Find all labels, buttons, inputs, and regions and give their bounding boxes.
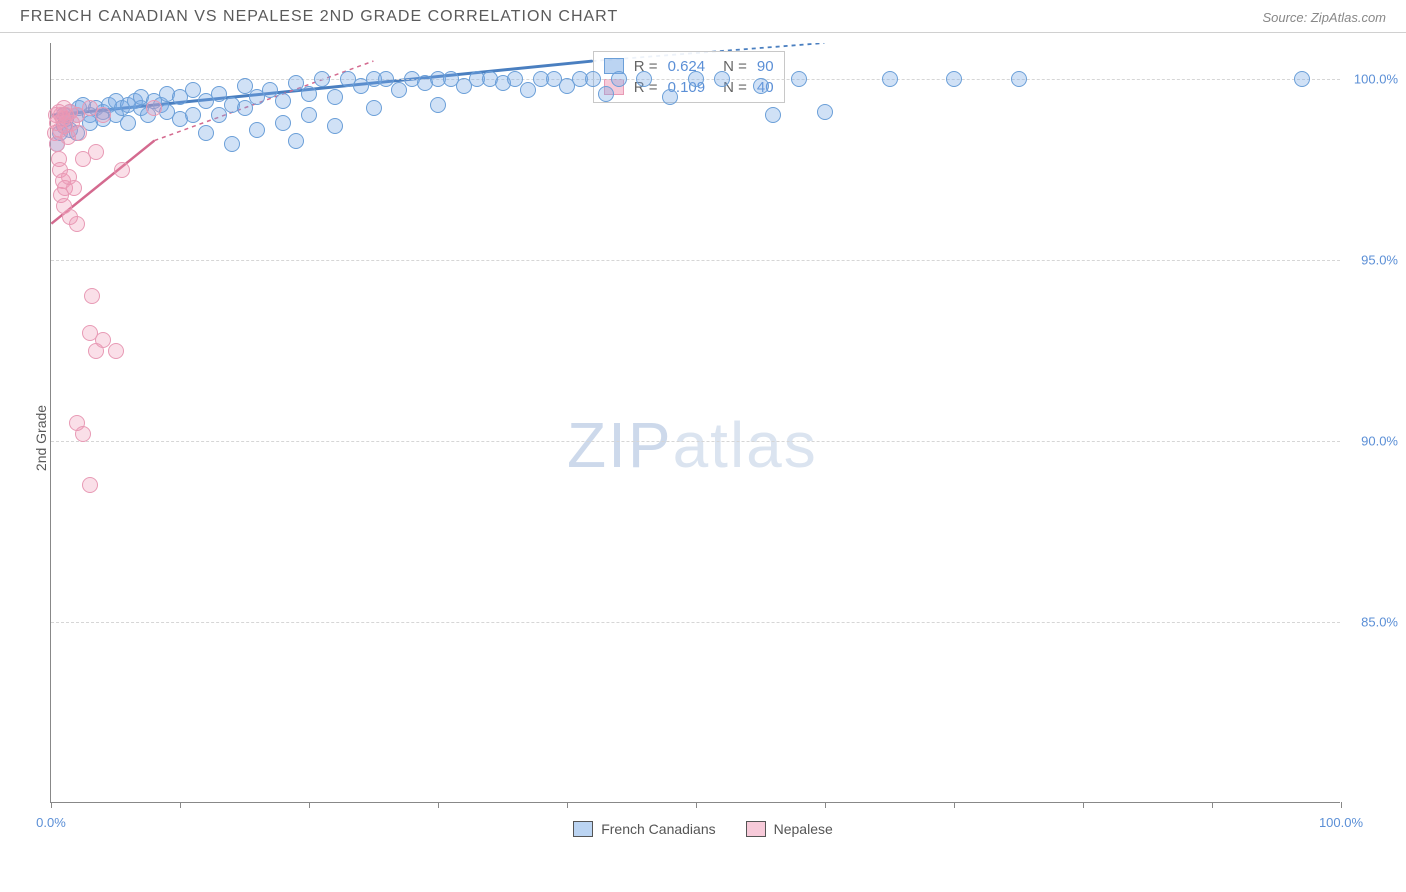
data-point [714,71,730,87]
data-point [1011,71,1027,87]
data-point [288,133,304,149]
data-point [1294,71,1310,87]
data-point [753,78,769,94]
x-tick [567,802,568,808]
legend-item: French Canadians [573,821,715,837]
data-point [66,180,82,196]
legend-item: Nepalese [746,821,833,837]
data-point [585,71,601,87]
legend-label: Nepalese [774,821,833,837]
x-tick [696,802,697,808]
data-point [598,86,614,102]
data-point [791,71,807,87]
data-point [224,136,240,152]
legend-label: French Canadians [601,821,715,837]
x-tick [1341,802,1342,808]
data-point [198,125,214,141]
data-point [95,107,111,123]
data-point [391,82,407,98]
data-point [314,71,330,87]
gridline [51,441,1340,442]
stat-value-n: 90 [757,58,774,75]
y-tick-label: 90.0% [1346,434,1398,449]
data-point [249,122,265,138]
x-tick [438,802,439,808]
data-point [88,144,104,160]
data-point [108,343,124,359]
chart-title: FRENCH CANADIAN VS NEPALESE 2ND GRADE CO… [20,8,618,26]
data-point [84,288,100,304]
data-point [327,118,343,134]
data-point [185,107,201,123]
data-point [688,71,704,87]
x-tick [180,802,181,808]
watermark-light: atlas [673,409,818,481]
data-point [301,86,317,102]
data-point [611,71,627,87]
source-attribution: Source: ZipAtlas.com [1262,10,1386,25]
data-point [275,115,291,131]
trend-lines [51,43,1340,802]
data-point [75,426,91,442]
x-tick [309,802,310,808]
y-tick-label: 95.0% [1346,253,1398,268]
data-point [817,104,833,120]
data-point [520,82,536,98]
x-tick [825,802,826,808]
x-tick [1212,802,1213,808]
data-point [237,100,253,116]
y-axis-label: 2nd Grade [33,405,49,471]
gridline [51,260,1340,261]
data-point [765,107,781,123]
data-point [301,107,317,123]
watermark-bold: ZIP [567,409,673,481]
data-point [71,125,87,141]
legend-swatch [746,821,766,837]
data-point [366,100,382,116]
data-point [146,100,162,116]
data-point [69,216,85,232]
data-point [211,107,227,123]
chart-container: 2nd Grade ZIPatlas R =0.624 N =90R =0.10… [0,33,1406,843]
y-tick-label: 85.0% [1346,615,1398,630]
x-tick [954,802,955,808]
data-point [882,71,898,87]
chart-legend: French Canadians Nepalese [0,821,1406,837]
plot-area: ZIPatlas R =0.624 N =90R =0.109 N =40 85… [50,43,1340,803]
x-tick [51,802,52,808]
data-point [327,89,343,105]
y-tick-label: 100.0% [1346,72,1398,87]
data-point [946,71,962,87]
data-point [430,97,446,113]
data-point [82,477,98,493]
watermark: ZIPatlas [567,408,818,482]
legend-swatch [573,821,593,837]
x-tick [1083,802,1084,808]
gridline [51,622,1340,623]
data-point [662,89,678,105]
data-point [120,115,136,131]
data-point [114,162,130,178]
data-point [636,71,652,87]
data-point [275,93,291,109]
